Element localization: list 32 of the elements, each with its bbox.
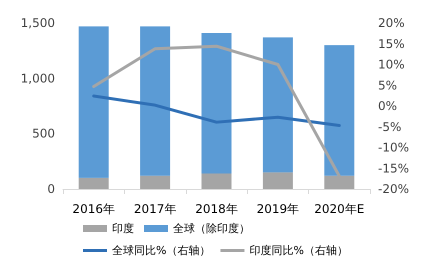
bar xyxy=(78,178,109,189)
bar xyxy=(140,176,170,189)
x-tick-label: 2019年 xyxy=(256,202,300,216)
x-tick-label: 2016年 xyxy=(72,202,115,216)
x-tick-label: 2017年 xyxy=(134,202,176,216)
bar xyxy=(324,45,354,176)
y2-tick-label: -5% xyxy=(378,120,402,134)
y2-tick-label: 5% xyxy=(378,78,398,92)
y2-tick-label: 0% xyxy=(378,99,398,113)
y2-tick-label: 10% xyxy=(378,58,405,72)
x-tick-label: 2018年 xyxy=(195,202,238,216)
y2-tick-label: -15% xyxy=(378,161,410,176)
line-series xyxy=(92,94,341,128)
legend-label: 印度 xyxy=(112,222,134,235)
x-tick-label: 2020年E xyxy=(314,202,364,216)
legend-label: 全球（除印度） xyxy=(173,222,250,235)
y-tick-label: 500 xyxy=(32,126,55,141)
bar xyxy=(262,172,293,189)
y2-tick-label: 15% xyxy=(378,36,405,51)
y-tick-label: 1,500 xyxy=(20,16,55,30)
y-tick-label: 0 xyxy=(47,182,55,196)
legend-label: 印度同比%（右轴） xyxy=(249,244,348,257)
legend-label: 全球同比%（右轴） xyxy=(112,244,210,257)
bar xyxy=(202,174,232,189)
y2-tick-label: -10% xyxy=(378,140,410,154)
y2-tick-label: 20% xyxy=(378,16,405,30)
bar xyxy=(262,37,293,172)
bar xyxy=(140,26,170,176)
y-tick-label: 1,000 xyxy=(20,71,55,86)
bar xyxy=(78,26,109,178)
bar xyxy=(202,32,232,174)
y2-tick-label: -20% xyxy=(378,182,410,196)
